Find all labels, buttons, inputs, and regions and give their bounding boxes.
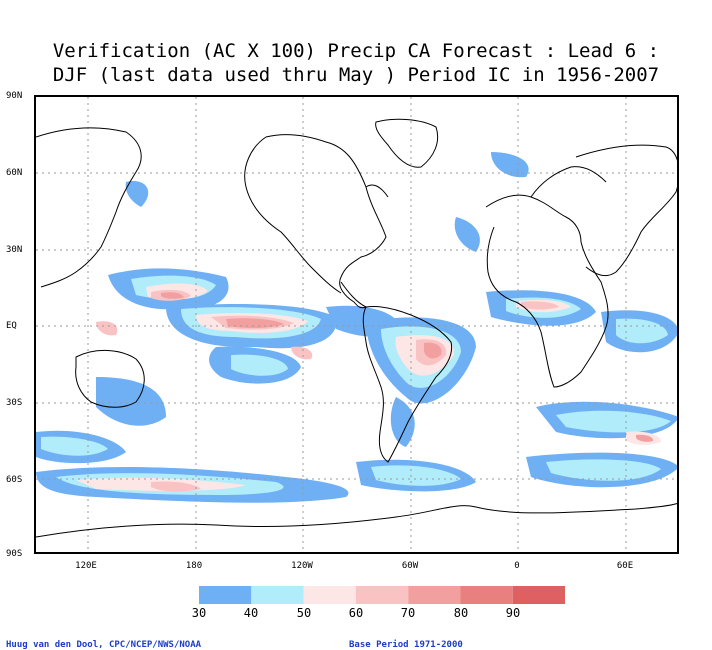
shaded-regions	[36, 152, 677, 503]
lon-label-60w: 60W	[401, 561, 419, 571]
lon-label-180: 180	[185, 561, 203, 571]
lat-label-90n: 90N	[6, 91, 23, 101]
colorbar-label-60: 60	[348, 606, 364, 620]
colorbar	[199, 586, 565, 604]
colorbar-label-30: 30	[191, 606, 207, 620]
lat-label-60n: 60N	[6, 168, 23, 178]
colorbar-label-80: 80	[453, 606, 469, 620]
map-panel	[34, 95, 679, 554]
world-map	[36, 97, 677, 552]
colorbar-label-90: 90	[505, 606, 521, 620]
colorbar-label-50: 50	[296, 606, 312, 620]
colorbar-label-70: 70	[400, 606, 416, 620]
base-period: Base Period 1971-2000	[349, 640, 463, 650]
gridlines	[36, 97, 677, 552]
colorbar-swatch-80	[460, 586, 513, 604]
colorbar-swatch-90	[512, 586, 565, 604]
lat-label-60s: 60S	[6, 475, 23, 485]
lat-label-30n: 30N	[6, 245, 23, 255]
colorbar-swatch-40	[251, 586, 304, 604]
colorbar-swatch-70	[408, 586, 461, 604]
lon-label-120e: 120E	[75, 561, 97, 571]
colorbar-swatch-30	[199, 586, 252, 604]
lon-label-60e: 60E	[616, 561, 634, 571]
map-title-line1: Verification (AC X 100) Precip CA Foreca…	[52, 40, 660, 62]
colorbar-swatch-50	[303, 586, 356, 604]
lon-label-120w: 120W	[291, 561, 313, 571]
coastlines	[36, 118, 677, 538]
colorbar-swatch-60	[355, 586, 409, 604]
lat-label-90s: 90S	[6, 549, 23, 559]
lon-label-0: 0	[514, 561, 520, 571]
map-title-line2: DJF (last data used thru May ) Period IC…	[52, 64, 660, 86]
lat-label-30s: 30S	[6, 398, 23, 408]
colorbar-label-40: 40	[243, 606, 259, 620]
author-credit: Huug van den Dool, CPC/NCEP/NWS/NOAA	[6, 640, 202, 650]
lat-label-eq: EQ	[6, 321, 17, 331]
